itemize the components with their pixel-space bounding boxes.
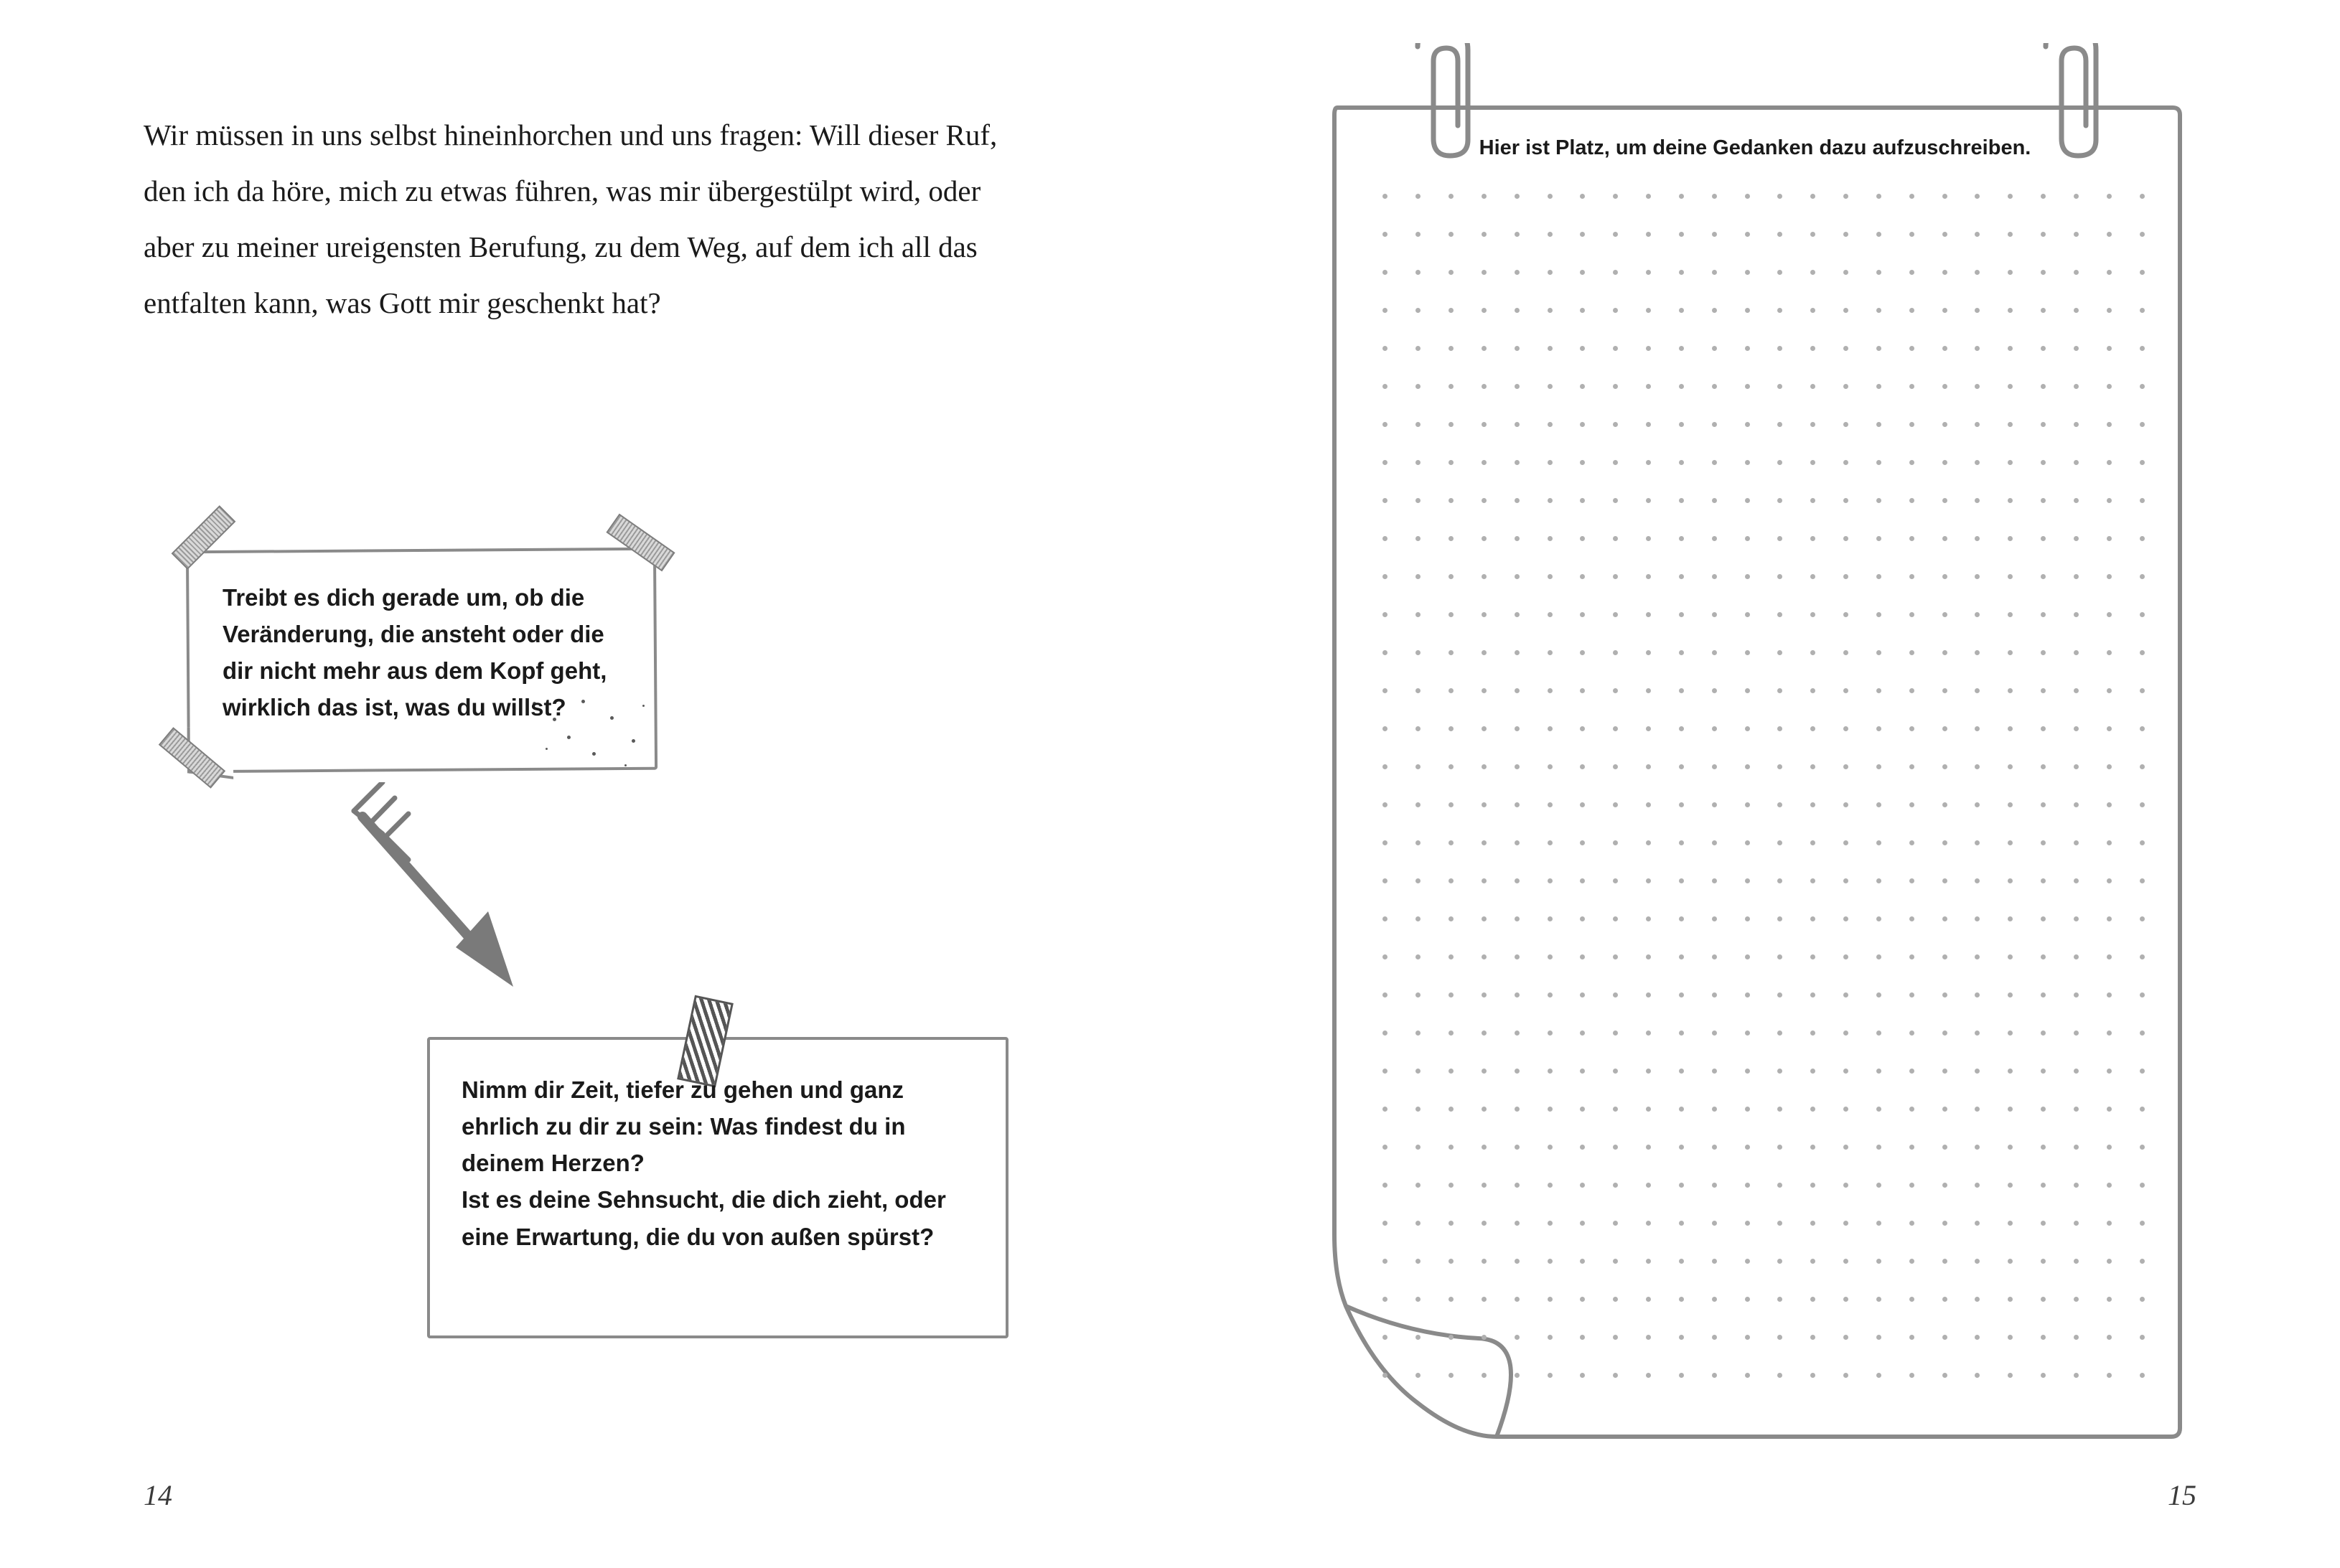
- book-spread: Wir müssen in uns selbst hineinhorchen u…: [0, 0, 2340, 1568]
- page-number-left: 14: [144, 1478, 172, 1512]
- arrow-down-right-icon: [348, 782, 535, 1012]
- page-number-right: 15: [2168, 1478, 2196, 1512]
- notepad-heading: Hier ist Platz, um deine Gedanken dazu a…: [1303, 136, 2207, 160]
- note-2-text: Nimm dir Zeit, tiefer zu gehen und ganz …: [462, 1071, 978, 1255]
- reflection-note-1: Treibt es dich gerade um, ob die Verände…: [165, 513, 668, 800]
- reflection-note-2: Nimm dir Zeit, tiefer zu gehen und ganz …: [427, 1001, 1023, 1346]
- note-1-text: Treibt es dich gerade um, ob die Verände…: [223, 579, 632, 726]
- body-paragraph: Wir müssen in uns selbst hineinhorchen u…: [144, 108, 1005, 332]
- dot-grid: [1369, 194, 2158, 1378]
- page-right: Hier ist Platz, um deine Gedanken dazu a…: [1170, 0, 2340, 1568]
- notepad: Hier ist Platz, um deine Gedanken dazu a…: [1303, 43, 2207, 1464]
- page-left: Wir müssen in uns selbst hineinhorchen u…: [0, 0, 1170, 1568]
